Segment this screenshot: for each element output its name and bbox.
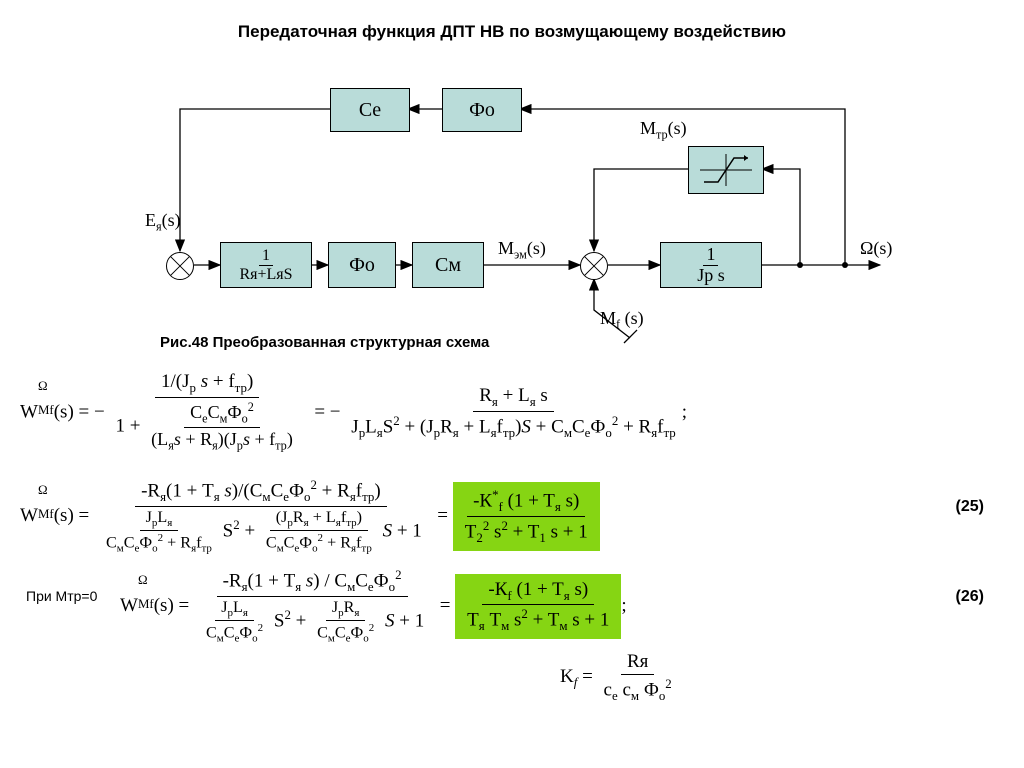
label-Omega: Ω(s) [860,238,892,259]
page-title: Передаточная функция ДПТ НВ по возмущающ… [0,22,1024,42]
label-E: Eя(s) [145,210,181,235]
figure-caption: Рис.48 Преобразованная структурная схема [160,334,489,351]
jp-den: Jр s [694,266,728,286]
block-cm: См [412,242,484,288]
eq-number-25: (25) [956,498,984,516]
highlight-eq25: -К*f (1 + Tя s) T22 s2 + T1 s + 1 [453,482,600,551]
equation-2: WΩMf(s) = -Rя(1 + Tя s)/(CмCеФо2 + Rяfтр… [20,476,1000,557]
tf1-num: 1 [259,247,273,266]
tf1-den: Rя+LяS [236,266,295,284]
kf-definition: Kf = Rя cе cм Фо2 [560,650,678,705]
summing-junction-1 [166,252,194,280]
kf-num: Rя [621,650,654,675]
label-Mf: Мf (s) [600,308,644,333]
block-phi-mid: Фо [328,242,396,288]
eq-number-26: (26) [956,588,984,606]
block-phi-top: Фо [442,88,522,132]
note-mtr0: При Мтр=0 [26,588,97,604]
label-Mtr: Мтр(s) [640,118,687,143]
block-tf1: 1Rя+LяS [220,242,312,288]
block-ce: Cе [330,88,410,132]
equation-1: WΩMf(s) = − 1/(Jp s + fтр) 1 + CеCмФо2(L… [20,370,1000,456]
block-jp: 1Jр s [660,242,762,288]
saturation-icon [696,152,756,188]
jp-num: 1 [703,245,718,266]
block-diagram: Cе Фо 1Rя+LяS Фо См 1Jр s Eя(s) Мэм(s) М… [100,60,900,340]
label-Mem: Мэм(s) [498,238,546,263]
summing-junction-2 [580,252,608,280]
highlight-eq26: -Кf (1 + Tя s) Tя Tм s2 + Tм s + 1 [455,574,621,640]
equation-3: WΩMf(s) = -Rя(1 + Tя s) / CмCеФо2 JpLяCм… [120,566,980,647]
block-nonlinear [688,146,764,194]
